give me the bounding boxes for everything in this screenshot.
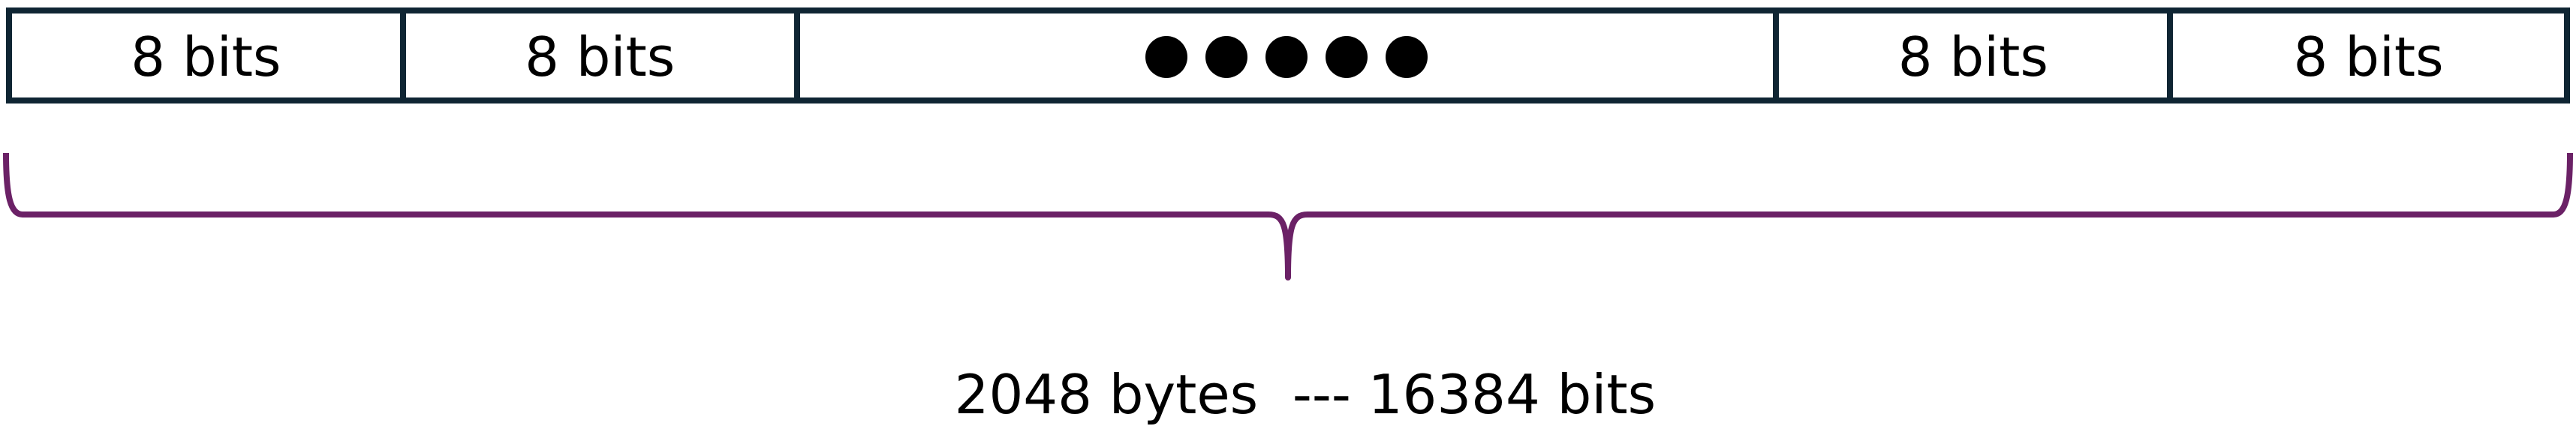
ellipsis-dot: [1265, 36, 1308, 78]
byte-cell-5: 8 bits: [2173, 14, 2564, 98]
byte-row: 8 bits 8 bits 8 bits 8 bits: [6, 8, 2570, 104]
size-caption-text: 2048 bytes --- 16384 bits: [954, 363, 1657, 426]
ellipsis-dots: [1145, 33, 1428, 78]
ellipsis-dot: [1325, 36, 1368, 78]
ellipsis-dot: [1385, 36, 1428, 78]
byte-cell-4: 8 bits: [1779, 14, 2174, 98]
ellipsis-dot: [1145, 36, 1187, 78]
byte-cell-label: 8 bits: [131, 26, 281, 88]
byte-cell-label: 8 bits: [1897, 26, 2048, 88]
ellipsis-cell: [800, 14, 1780, 98]
byte-cell-2: 8 bits: [406, 14, 800, 98]
byte-cell-label: 8 bits: [525, 26, 676, 88]
ellipsis-dot: [1205, 36, 1247, 78]
byte-cell-1: 8 bits: [12, 14, 406, 98]
curly-brace-path: [3, 152, 2573, 280]
size-caption: 2048 bytes --- 16384 bits: [0, 314, 2576, 422]
byte-cell-label: 8 bits: [2293, 26, 2444, 88]
